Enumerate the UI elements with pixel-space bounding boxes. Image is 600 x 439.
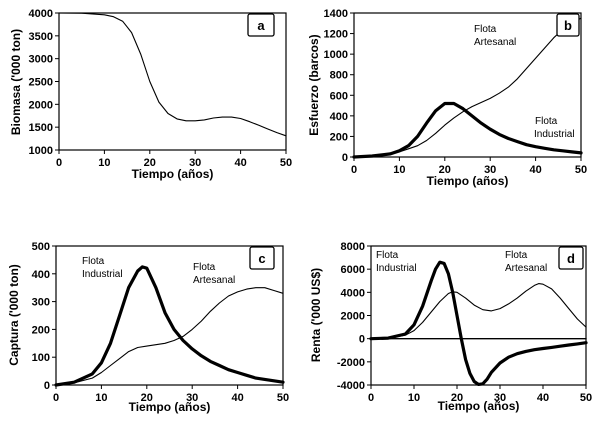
plot-frame	[55, 245, 284, 386]
series-annotation: Flota	[535, 116, 558, 127]
x-tick-label: 0	[351, 164, 357, 176]
y-tick-label: 6000	[341, 264, 365, 276]
y-axis-label: Esfuerzo (barcos)	[307, 34, 321, 135]
series-annotation: Industrial	[376, 263, 417, 274]
y-tick-label: 800	[330, 70, 348, 82]
panel-letter: a	[257, 18, 265, 33]
series-annotation: Artesanal	[193, 275, 235, 286]
y-tick-label: 200	[330, 131, 348, 143]
x-axis-label: Tiempo (años)	[129, 400, 211, 414]
x-tick-label: 30	[484, 164, 496, 176]
y-tick-label: 100	[32, 352, 50, 364]
y-tick-label: 0	[359, 334, 365, 346]
series-annotation: Artesanal	[474, 37, 516, 48]
chart-panel-d: 0 10 20 30 40 50 -4000 -2000 0 2000 4000 6000 8000 Fl…	[309, 241, 592, 413]
x-tick-label: 40	[234, 157, 246, 169]
series-annotation: Flota	[505, 250, 528, 261]
y-tick-label: 1200	[324, 29, 348, 41]
x-tick-label: 30	[186, 392, 198, 404]
series-annotation: Flota	[474, 24, 497, 35]
series-line-biomasa	[58, 12, 287, 137]
y-tick-label: 400	[32, 269, 50, 281]
x-tick-label: 0	[368, 392, 374, 404]
y-tick-label: 0	[342, 152, 348, 164]
x-tick-label: 50	[277, 392, 289, 404]
x-tick-label: 10	[98, 157, 110, 169]
x-tick-label: 30	[189, 157, 201, 169]
y-tick-label: 600	[330, 90, 348, 102]
panel-letter: b	[564, 18, 572, 33]
x-tick-label: 50	[575, 164, 587, 176]
series-annotation: Flota	[193, 262, 216, 273]
y-axis-label: Captura ('000 ton)	[7, 264, 21, 366]
x-tick-label: 0	[56, 157, 62, 169]
y-axis-label: Biomasa ('000 ton)	[9, 29, 23, 135]
panel-letter-box	[558, 246, 584, 270]
y-axis-label: Renta ('000 US$)	[309, 268, 323, 362]
series-line-flota-industrial	[369, 260, 588, 386]
x-tick-label: 40	[537, 392, 549, 404]
y-tick-label: 3500	[29, 31, 53, 43]
y-tick-label: 2000	[29, 99, 53, 111]
panel-letter-box	[249, 246, 275, 270]
y-tick-label: 200	[32, 324, 50, 336]
y-tick-label: 400	[330, 111, 348, 123]
x-tick-label: 40	[231, 392, 243, 404]
y-tick-label: 300	[32, 297, 50, 309]
series-annotation: Artesanal	[505, 263, 547, 274]
x-axis-label: Tiempo (años)	[132, 167, 214, 181]
panel-letter-box	[247, 13, 275, 37]
x-tick-label: 50	[280, 157, 292, 169]
y-tick-label: 1000	[324, 49, 348, 61]
series-line-flota-industrial	[54, 265, 285, 387]
y-tick-label: -4000	[337, 380, 365, 392]
x-tick-label: 10	[408, 392, 420, 404]
series-line-flota-artesanal	[353, 17, 582, 158]
x-tick-label: 0	[53, 392, 59, 404]
x-tick-label: 40	[529, 164, 541, 176]
y-tick-label: 4000	[341, 287, 365, 299]
y-tick-label: -2000	[337, 357, 365, 369]
panel-letter: c	[258, 251, 265, 266]
series-annotation: Flota	[376, 250, 399, 261]
series-line-flota-artesanal	[55, 287, 284, 386]
x-tick-label: 20	[451, 392, 463, 404]
y-tick-label: 3000	[29, 54, 53, 66]
chart-panel-c: 0 10 20 30 40 500100200300400500FlotaIndustri…	[7, 241, 289, 414]
x-tick-label: 50	[580, 392, 592, 404]
y-tick-label: 500	[32, 241, 50, 253]
chart-panel-a: 0 10 20 30 40 50 1000 1500 2000 2500 3000 3500 4000 T…	[9, 8, 292, 181]
series-annotation: Flota	[82, 256, 105, 267]
series-annotation: Industrial	[534, 129, 575, 140]
x-tick-label: 10	[393, 164, 405, 176]
y-tick-label: 2500	[29, 77, 53, 89]
series-annotation: Industrial	[82, 269, 123, 280]
x-tick-label: 30	[494, 392, 506, 404]
y-tick-label: 8000	[341, 241, 365, 253]
series-line-flota-artesanal	[370, 283, 587, 340]
x-tick-label: 20	[144, 157, 156, 169]
chart-panel-b: 0 10 20 30 40 50 0 200 400 600 800 1000 1200 1400 Flot…	[307, 8, 587, 188]
panel-letter-box	[556, 13, 580, 37]
y-tick-label: 0	[44, 380, 50, 392]
panel-letter: d	[567, 251, 575, 266]
x-tick-label: 10	[95, 392, 107, 404]
y-tick-label: 1400	[324, 8, 348, 20]
x-tick-label: 20	[439, 164, 451, 176]
y-tick-label: 2000	[341, 311, 365, 323]
x-tick-label: 20	[141, 392, 153, 404]
y-tick-label: 4000	[29, 8, 53, 20]
x-axis-label: Tiempo (años)	[427, 174, 509, 188]
series-line-flota-industrial	[352, 101, 583, 159]
plot-frame	[353, 12, 582, 158]
y-tick-label: 1000	[29, 145, 53, 157]
x-axis-label: Tiempo (años)	[438, 399, 520, 413]
y-tick-label: 1500	[29, 122, 53, 134]
